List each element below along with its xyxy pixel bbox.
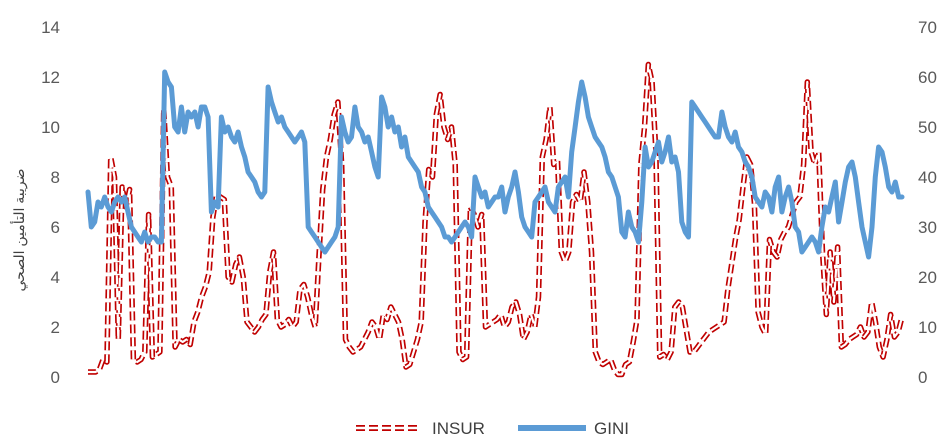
y-axis-left-title: ضريبة التأمين الصحي <box>9 168 28 291</box>
y-right-tick-label: 40 <box>918 168 937 187</box>
y-right-tick-label: 20 <box>918 268 937 287</box>
y-left-tick-label: 0 <box>51 368 60 387</box>
insur-line-inner <box>88 65 902 375</box>
series-insur <box>88 65 902 375</box>
y-axis-left-ticks: 0 2 4 6 8 10 12 14 <box>41 18 60 387</box>
y-left-tick-label: 8 <box>51 168 60 187</box>
y-axis-right-ticks: 0 10 20 30 40 50 60 70 <box>918 18 937 387</box>
y-right-tick-label: 10 <box>918 318 937 337</box>
y-right-tick-label: 60 <box>918 68 937 87</box>
y-left-tick-label: 6 <box>51 218 60 237</box>
legend-label-gini: GINI <box>594 419 629 438</box>
legend-item-gini: GINI <box>518 419 629 438</box>
legend-item-insur: INSUR <box>356 419 485 438</box>
y-right-tick-label: 0 <box>918 368 927 387</box>
y-left-tick-label: 4 <box>51 268 60 287</box>
plot-area <box>88 65 902 375</box>
legend-label-insur: INSUR <box>432 419 485 438</box>
y-right-tick-label: 30 <box>918 218 937 237</box>
y-left-tick-label: 2 <box>51 318 60 337</box>
y-left-tick-label: 10 <box>41 118 60 137</box>
y-right-tick-label: 50 <box>918 118 937 137</box>
insur-line <box>88 65 902 375</box>
y-right-tick-label: 70 <box>918 18 937 37</box>
legend: INSUR GINI <box>356 419 629 438</box>
y-left-tick-label: 12 <box>41 68 60 87</box>
y-left-tick-label: 14 <box>41 18 60 37</box>
